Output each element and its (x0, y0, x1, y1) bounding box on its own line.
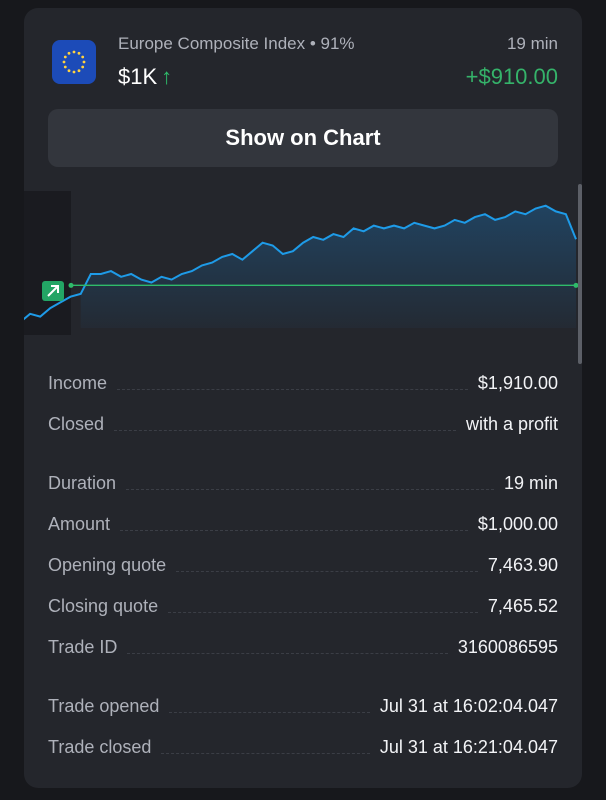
opening-quote-label: Opening quote (48, 555, 167, 575)
opening-point (68, 282, 74, 288)
dotted-leader (114, 429, 456, 431)
amount-label: Amount (48, 514, 111, 534)
trade-closed-value: Jul 31 at 16:21:04.047 (379, 737, 558, 757)
trade-profit: +$910.00 (465, 64, 558, 89)
dotted-leader (161, 752, 370, 754)
arrow-up-icon: ↑ (161, 64, 173, 89)
trade-opened-value: Jul 31 at 16:02:04.047 (379, 696, 558, 716)
detail-row-opening-quote: Opening quote 7,463.90 (48, 545, 558, 586)
income-label: Income (48, 373, 108, 393)
closing-quote-label: Closing quote (48, 596, 159, 616)
trade-id-value[interactable]: 3160086595 (457, 637, 558, 657)
dotted-leader (127, 652, 448, 654)
dotted-leader (126, 488, 494, 490)
closed-value: with a profit (465, 414, 558, 434)
trade-card: Europe Composite Index • 91% $1K ↑ 19 min… (24, 8, 582, 788)
dotted-leader (168, 611, 478, 613)
income-value: $1,910.00 (477, 373, 558, 393)
amount-value: $1,000.00 (477, 514, 558, 534)
eu-flag-icon (52, 40, 96, 84)
trade-chart-svg (24, 191, 579, 335)
dotted-leader (120, 529, 468, 531)
duration-value: 19 min (503, 473, 558, 493)
detail-row-amount: Amount $1,000.00 (48, 504, 558, 545)
detail-row-duration: Duration 19 min (48, 463, 558, 504)
detail-row-closing-quote: Closing quote 7,465.52 (48, 586, 558, 627)
detail-row-trade-closed: Trade closed Jul 31 at 16:21:04.047 (48, 727, 558, 768)
trade-duration: 19 min (506, 34, 558, 53)
detail-row-trade-id: Trade ID 3160086595 (48, 627, 558, 668)
asset-name: Europe Composite Index • 91% (118, 34, 355, 53)
dotted-leader (176, 570, 478, 572)
trade-chart (24, 188, 582, 338)
closing-quote-value: 7,465.52 (487, 596, 558, 616)
duration-label: Duration (48, 473, 117, 493)
trade-id-label: Trade ID (48, 637, 118, 657)
arrow-up-right-icon (47, 285, 59, 297)
eu-stars-icon (62, 50, 86, 74)
detail-row-closed: Closed with a profit (48, 404, 558, 445)
trade-header: Europe Composite Index • 91% $1K ↑ 19 min… (24, 8, 582, 108)
closing-point (573, 282, 579, 288)
price-line (24, 204, 577, 321)
dotted-leader (169, 711, 370, 713)
scrollbar[interactable] (578, 184, 582, 364)
closed-label: Closed (48, 414, 105, 434)
show-on-chart-button[interactable]: Show on Chart (48, 109, 558, 167)
trade-details: Income $1,910.00 Closed with a profit Du… (48, 363, 558, 768)
dotted-leader (117, 388, 468, 390)
trade-opened-label: Trade opened (48, 696, 160, 716)
detail-row-income: Income $1,910.00 (48, 363, 558, 404)
trade-amount: $1K ↑ (118, 64, 172, 90)
trade-closed-label: Trade closed (48, 737, 152, 757)
detail-row-trade-opened: Trade opened Jul 31 at 16:02:04.047 (48, 686, 558, 727)
trade-amount-value: $1K (118, 64, 158, 89)
opening-quote-value: 7,463.90 (487, 555, 558, 575)
chart-area-fill (80, 205, 576, 328)
